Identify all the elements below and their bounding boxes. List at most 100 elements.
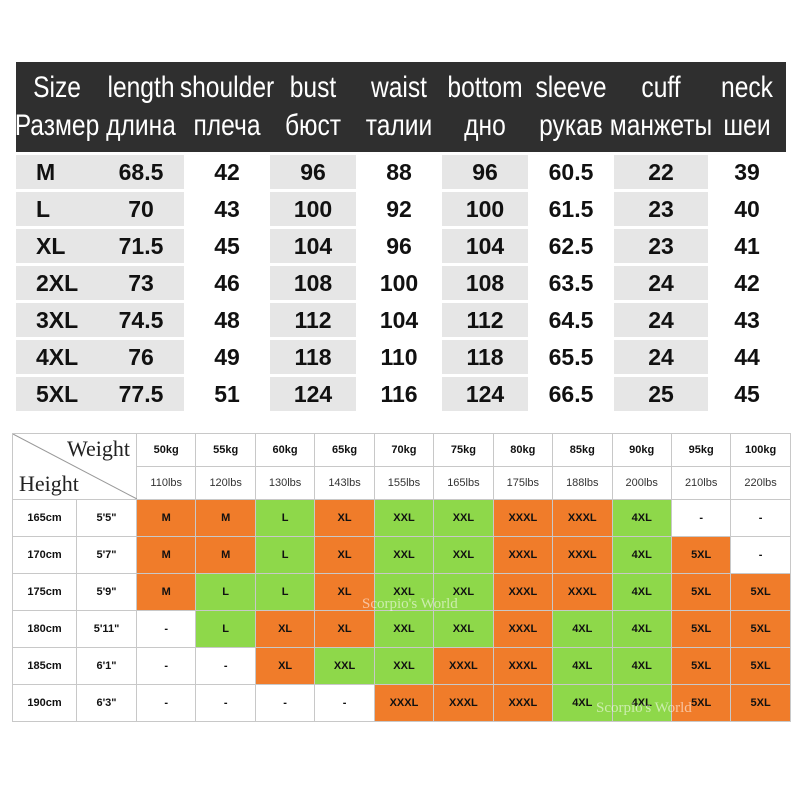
header-label-en: bust (289, 71, 337, 104)
weight-height-size-table: Weight Height 50kg 55kg 60kg 65kg 70kg 75kg 80… (12, 433, 791, 722)
measurement-cell: 104 (270, 229, 356, 263)
recommended-size-cell: - (730, 499, 791, 537)
weight-kg-cell: 55kg (195, 433, 256, 467)
measurement-cell: 74.5 (98, 303, 184, 337)
measurement-cell: 40 (708, 192, 786, 226)
weight-lbs-cell: 175lbs (492, 466, 554, 500)
size-row: XL 71.5 45 104 96 104 62.5 23 41 (16, 229, 786, 263)
recommended-size-cell: 4XL (611, 536, 672, 574)
header-label-en: shoulder (179, 71, 275, 104)
height-ft-cell: 5'11" (76, 610, 137, 648)
recommended-size-cell: XL (314, 499, 375, 537)
recommended-size-cell: XL (254, 647, 316, 685)
measurement-cell: 62.5 (528, 229, 614, 263)
measurement-cell: 96 (356, 229, 442, 263)
weight-height-corner: Weight Height (12, 433, 137, 500)
measurement-cell: 45 (708, 377, 786, 411)
measurement-cell: 124 (442, 377, 528, 411)
recommended-size-cell: 4XL (611, 684, 672, 722)
weight-kg-cell: 65kg (314, 433, 375, 467)
header-label-en: sleeve (535, 71, 607, 104)
recommended-size-cell: L (195, 573, 256, 611)
header-label-ru: дно (464, 109, 506, 142)
size-name-cell: 5XL (16, 377, 98, 411)
measurement-cell: 39 (708, 155, 786, 189)
weight-lbs-cell: 188lbs (552, 466, 613, 500)
recommended-size-cell: 5XL (730, 684, 791, 722)
size-name-cell: 4XL (16, 340, 98, 374)
recommended-size-cell: 5XL (670, 536, 732, 574)
size-table-header-cell: bottom дно (447, 62, 522, 152)
recommended-size-cell: XXL (373, 573, 435, 611)
recommended-size-cell: XXXL (433, 647, 494, 685)
size-table-header-cell: sleeve рукав (535, 62, 607, 152)
measurement-cell: 23 (614, 192, 708, 226)
weight-lbs-cell: 210lbs (670, 466, 732, 500)
recommended-size-cell: 5XL (730, 573, 791, 611)
measurement-cell: 92 (356, 192, 442, 226)
weight-kg-cell: 60kg (254, 433, 316, 467)
size-table-header-cell: cuff манжеты (610, 62, 712, 152)
recommended-size-cell: 5XL (670, 647, 732, 685)
measurement-cell: 60.5 (528, 155, 614, 189)
recommended-size-cell: L (254, 536, 316, 574)
recommended-size-cell: XXL (433, 499, 494, 537)
height-ft-cell: 5'9" (76, 573, 137, 611)
weight-kg-cell: 70kg (373, 433, 435, 467)
recommended-size-cell: XXL (373, 536, 435, 574)
recommended-size-cell: 4XL (552, 647, 613, 685)
measurement-cell: 124 (270, 377, 356, 411)
recommended-size-cell: - (314, 684, 375, 722)
measurement-cell: 61.5 (528, 192, 614, 226)
recommended-size-cell: M (135, 499, 197, 537)
height-cm-cell: 190cm (12, 684, 77, 722)
recommended-size-cell: XXL (433, 573, 494, 611)
height-row: 165cm 5'5" M M L XL XXL XXL XXXL XXXL 4XL - - (12, 499, 791, 537)
recommended-size-cell: XXXL (492, 684, 554, 722)
recommended-size-cell: XXXL (492, 610, 554, 648)
recommended-size-cell: 4XL (611, 647, 672, 685)
size-measurement-table: Size Размер length длина shoulder плеча bust бю… (15, 62, 786, 411)
recommended-size-cell: XXXL (433, 684, 494, 722)
size-table-header-cell: neck шеи (715, 62, 779, 152)
recommended-size-cell: 4XL (611, 499, 672, 537)
measurement-cell: 112 (442, 303, 528, 337)
measurement-cell: 42 (708, 266, 786, 300)
measurement-cell: 112 (270, 303, 356, 337)
measurement-cell: 23 (614, 229, 708, 263)
weight-lbs-cell: 120lbs (195, 466, 256, 500)
header-label-ru: бюст (284, 109, 342, 142)
weight-lbs-cell: 155lbs (373, 466, 435, 500)
height-ft-cell: 5'5" (76, 499, 137, 537)
recommended-size-cell: 5XL (670, 573, 732, 611)
size-table-header-cell: waist талии (364, 62, 435, 152)
measurement-cell: 118 (270, 340, 356, 374)
recommended-size-cell: XXL (314, 647, 375, 685)
size-row: 5XL 77.5 51 124 116 124 66.5 25 45 (16, 377, 786, 411)
size-name-cell: 2XL (16, 266, 98, 300)
weight-lbs-cell: 130lbs (254, 466, 316, 500)
measurement-cell: 46 (184, 266, 270, 300)
size-table-header-cell: shoulder плеча (180, 62, 274, 152)
measurement-cell: 96 (270, 155, 356, 189)
recommended-size-cell: 5XL (730, 647, 791, 685)
recommended-size-cell: 5XL (670, 610, 732, 648)
recommended-size-cell: M (135, 573, 197, 611)
weight-kg-cell: 95kg (670, 433, 732, 467)
recommended-size-cell: XXXL (552, 499, 613, 537)
height-row: 190cm 6'3" - - - - XXXL XXXL XXXL 4XL 4XL 5XL 5XL (12, 684, 791, 722)
measurement-cell: 41 (708, 229, 786, 263)
height-ft-cell: 5'7" (76, 536, 137, 574)
weight-kg-cell: 75kg (433, 433, 494, 467)
recommended-size-cell: - (135, 610, 197, 648)
weight-lbs-cell: 165lbs (433, 466, 494, 500)
height-label: Height (19, 471, 79, 496)
recommended-size-cell: M (135, 536, 197, 574)
recommended-size-cell: M (195, 536, 256, 574)
height-cm-cell: 185cm (12, 647, 77, 685)
header-label-ru: рукав (539, 109, 603, 142)
height-cm-cell: 170cm (12, 536, 77, 574)
recommended-size-cell: XL (254, 610, 316, 648)
recommended-size-cell: XL (314, 573, 375, 611)
recommended-size-cell: XXXL (373, 684, 435, 722)
